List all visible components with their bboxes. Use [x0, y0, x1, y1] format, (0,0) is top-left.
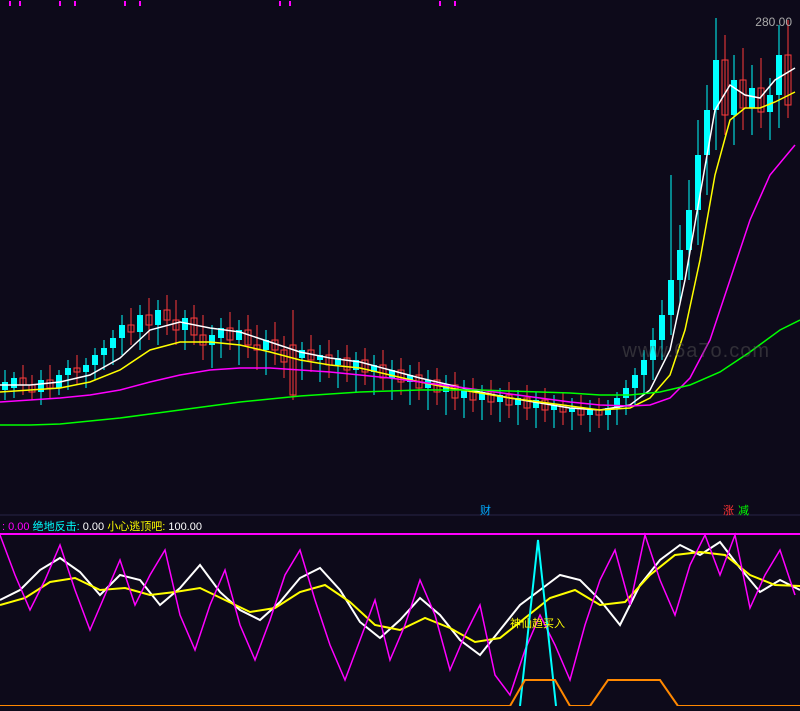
buy-annotation: 神仙趋买入: [510, 615, 565, 631]
chart-divider: [0, 514, 800, 516]
indicator-oscillator-chart[interactable]: 神仙趋买入: [0, 520, 800, 706]
indicator-mid-label-zhang: 涨: [723, 502, 734, 518]
indicator-mid-label-jian: 减: [738, 502, 749, 518]
indicator-mid-label-cai: 财: [480, 502, 491, 518]
watermark-text: www.6a7o.com: [622, 340, 770, 363]
main-candlestick-chart[interactable]: 280.00 www.6a7o.com: [0, 0, 800, 500]
price-axis-label: 280.00: [755, 15, 792, 29]
